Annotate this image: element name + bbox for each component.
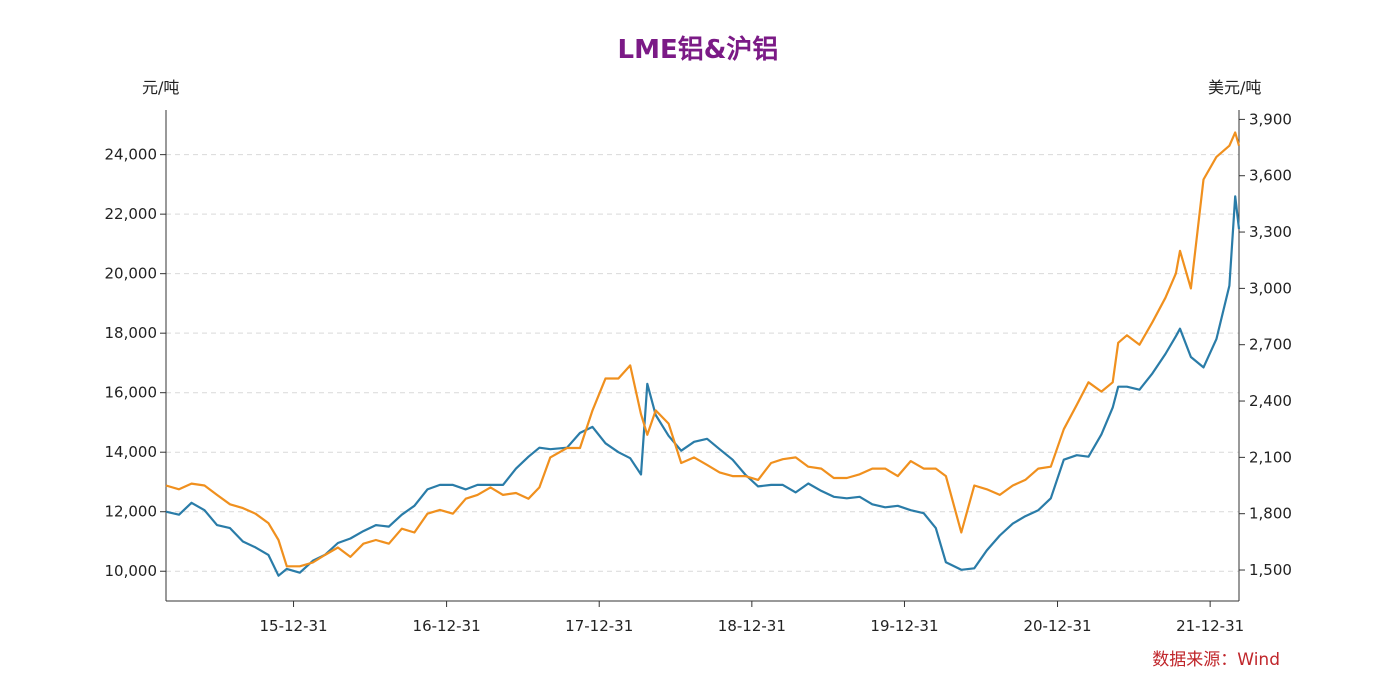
y-left-tick-label: 24,000 bbox=[105, 146, 158, 164]
x-tick-label: 20-12-31 bbox=[1023, 617, 1091, 635]
gridlines bbox=[166, 154, 1239, 572]
series-layer bbox=[165, 131, 1241, 577]
y-left-tick-label: 14,000 bbox=[105, 443, 158, 461]
series-line-2 bbox=[165, 131, 1241, 568]
y-right-unit-label: 美元/吨 bbox=[1208, 78, 1261, 97]
y-right-tick-label: 2,100 bbox=[1249, 448, 1292, 466]
x-tick-label: 15-12-31 bbox=[259, 617, 327, 635]
x-tick-label: 16-12-31 bbox=[413, 617, 481, 635]
y-right-tick-label: 2,700 bbox=[1249, 336, 1292, 354]
y-right-tick-label: 3,300 bbox=[1249, 223, 1292, 241]
y-right-tick-label: 1,800 bbox=[1249, 505, 1292, 523]
y-left-tick-label: 20,000 bbox=[105, 265, 158, 283]
y-right-tick-label: 3,900 bbox=[1249, 110, 1292, 128]
y-right-tick-label: 2,400 bbox=[1249, 392, 1292, 410]
axes bbox=[160, 110, 1245, 607]
y-left-tick-label: 22,000 bbox=[105, 205, 158, 223]
y-left-tick-label: 18,000 bbox=[105, 324, 158, 342]
tick-labels: 10,000 12,000 14,000 16,000 18,000 20,000 22,0… bbox=[105, 110, 1292, 635]
y-right-tick-label: 1,500 bbox=[1249, 561, 1292, 579]
y-left-tick-label: 12,000 bbox=[105, 503, 158, 521]
series-line-1 bbox=[165, 195, 1241, 577]
x-tick-label: 19-12-31 bbox=[870, 617, 938, 635]
y-left-unit-label: 元/吨 bbox=[142, 78, 179, 97]
y-left-tick-label: 16,000 bbox=[105, 384, 158, 402]
chart-title: LME铝&沪铝 bbox=[618, 35, 779, 65]
y-right-tick-label: 3,000 bbox=[1249, 279, 1292, 297]
x-tick-label: 18-12-31 bbox=[718, 617, 786, 635]
x-tick-label: 21-12-31 bbox=[1176, 617, 1244, 635]
y-right-tick-label: 3,600 bbox=[1249, 167, 1292, 185]
data-source-label: 数据来源：Wind bbox=[1152, 650, 1280, 670]
x-tick-label: 17-12-31 bbox=[565, 617, 633, 635]
y-left-tick-label: 10,000 bbox=[105, 562, 158, 580]
